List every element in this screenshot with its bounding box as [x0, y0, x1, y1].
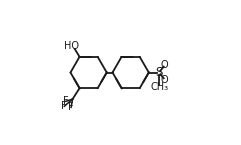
Text: O: O [161, 60, 168, 69]
Text: F: F [61, 101, 67, 111]
Text: CH₃: CH₃ [150, 82, 168, 92]
Text: O: O [161, 76, 168, 85]
Text: F: F [63, 96, 69, 106]
Text: F: F [68, 102, 74, 112]
Text: HO: HO [64, 41, 79, 51]
Text: S: S [155, 66, 163, 79]
